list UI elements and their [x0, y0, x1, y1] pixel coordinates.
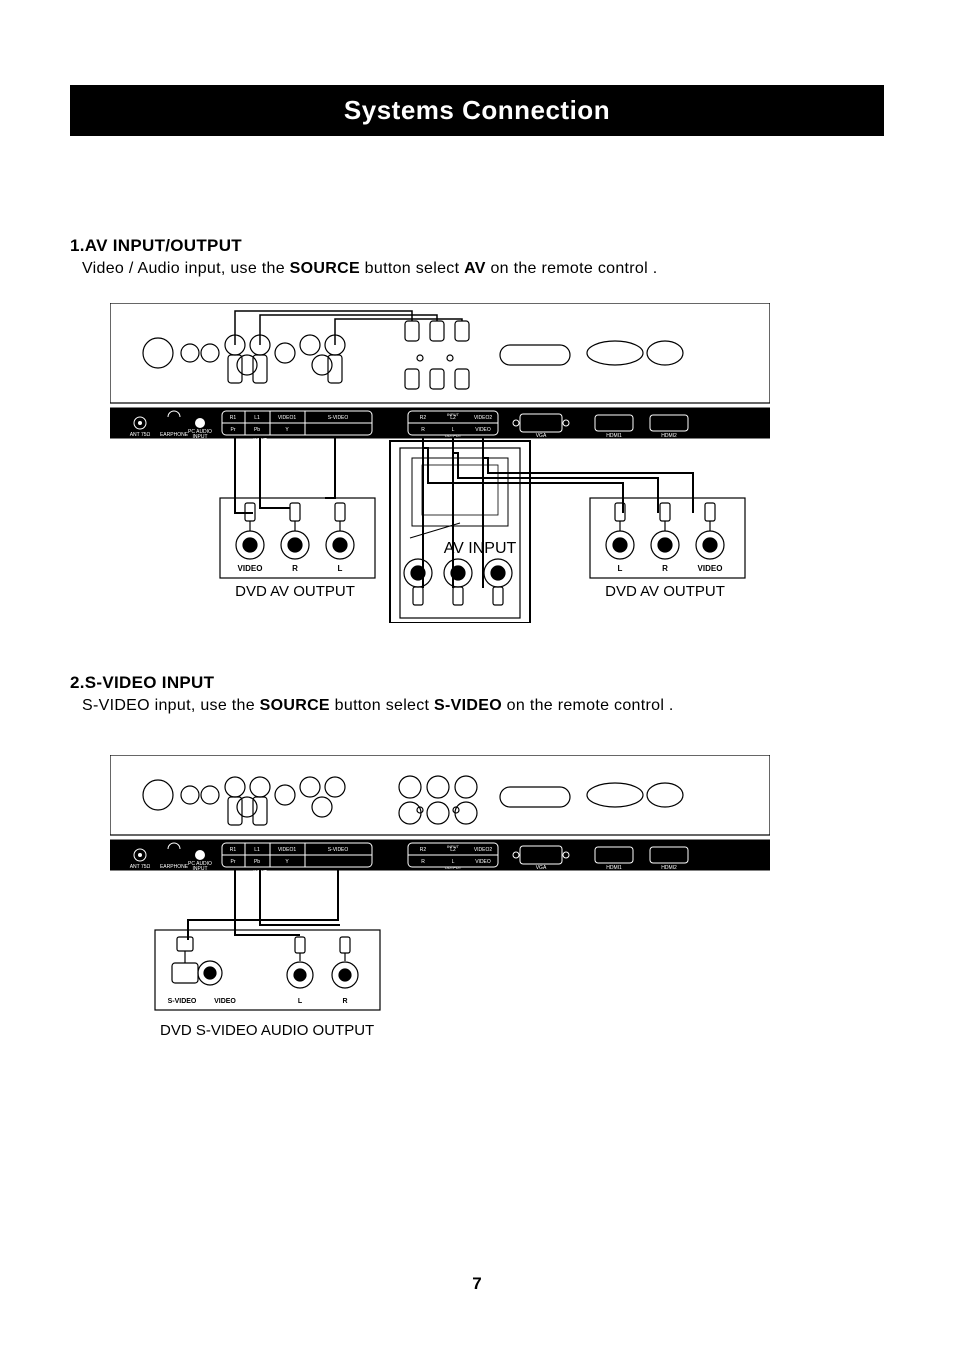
section-av-body-post: on the remote control .	[486, 260, 658, 277]
rear-connector-bar: ANT 75Ω EARPHONE PC AUDIO INPUT R1 L1 VI…	[110, 408, 770, 442]
sv-lbl-r1: R1	[230, 847, 237, 853]
svideo-dvd-box: S-VIDEO VIDEO L R DVD S-VIDEO AUDIO OUTP…	[155, 930, 380, 1039]
sv-lbl-vga: VGA	[536, 865, 547, 871]
sv-lbl-videoout: VIDEO	[475, 859, 491, 865]
section-av-heading: 1.AV INPUT/OUTPUT	[70, 236, 884, 256]
lbl-vga: VGA	[536, 433, 547, 439]
lbl-video1: VIDEO1	[278, 415, 297, 421]
section-av-b2: AV	[464, 260, 486, 277]
sv-lbl-pb: Pb	[254, 859, 260, 865]
lbl-earphone: EARPHONE	[160, 432, 189, 438]
sv-lbl-l1: L1	[254, 847, 260, 853]
left-lbl-r: R	[292, 564, 298, 573]
sv-lbl-video1: VIDEO1	[278, 847, 297, 853]
section-svideo-b2: S-VIDEO	[434, 697, 502, 714]
section-svideo: 2.S-VIDEO INPUT S-VIDEO input, use the S…	[70, 673, 884, 1055]
sv-lbl-video2: VIDEO2	[474, 847, 493, 853]
lbl-pr: Pr	[231, 427, 236, 433]
sv-box-r: R	[342, 998, 347, 1005]
lbl-hdmi1: HDMI1	[606, 433, 622, 439]
lbl-r1: R1	[230, 415, 237, 421]
sv-box-caption: DVD S-VIDEO AUDIO OUTPUT	[160, 1022, 374, 1039]
right-dvd-output-box: L R VIDEO DVD AV OUTPUT	[590, 498, 745, 600]
right-lbl-video: VIDEO	[698, 564, 723, 573]
lbl-r2: R2	[420, 415, 427, 421]
sv-lbl-ioinput: INPUT	[447, 844, 460, 849]
sv-lbl-iooutput: OUTPUT	[445, 865, 462, 870]
section-av-body-mid: button select	[360, 260, 464, 277]
sv-lbl-hdmi2: HDMI2	[661, 865, 677, 871]
right-caption: DVD AV OUTPUT	[605, 583, 725, 600]
sv-box-l: L	[298, 998, 303, 1005]
left-caption: DVD AV OUTPUT	[235, 583, 355, 600]
svideo-plug-overlay	[228, 797, 267, 825]
lbl-svideo: S-VIDEO	[328, 415, 349, 421]
sv-lbl-earphone: EARPHONE	[160, 864, 189, 870]
page-number: 7	[70, 1274, 884, 1294]
sv-lbl-svideo: S-VIDEO	[328, 847, 349, 853]
lbl-videoout: VIDEO	[475, 427, 491, 433]
page-title-bar: Systems Connection	[70, 85, 884, 136]
lbl-video2: VIDEO2	[474, 415, 493, 421]
left-lbl-l: L	[338, 564, 343, 573]
lbl-rout: R	[421, 427, 425, 433]
section-av-body: Video / Audio input, use the SOURCE butt…	[82, 260, 884, 278]
section-svideo-b1: SOURCE	[260, 697, 330, 714]
sv-box-video: VIDEO	[214, 998, 236, 1005]
section-svideo-body-post: on the remote control .	[502, 697, 674, 714]
diagram-av: ANT 75Ω EARPHONE PC AUDIO INPUT R1 L1 VI…	[110, 303, 884, 623]
section-av-body-pre: Video / Audio input, use the	[82, 260, 290, 277]
left-lbl-video: VIDEO	[238, 564, 263, 573]
section-av: 1.AV INPUT/OUTPUT Video / Audio input, u…	[70, 236, 884, 623]
sv-lbl-pc2: INPUT	[193, 866, 208, 872]
section-av-b1: SOURCE	[290, 260, 360, 277]
lbl-ioinput: INPUT	[447, 412, 460, 417]
center-caption: AV INPUT	[444, 540, 517, 557]
sv-box-svideo: S-VIDEO	[168, 998, 197, 1005]
diagram-svideo: ANT 75Ω EARPHONE PC AUDIO INPUT R1 L1 VI…	[110, 755, 884, 1055]
section-svideo-body: S-VIDEO input, use the SOURCE button sel…	[82, 697, 884, 715]
right-lbl-l: L	[618, 564, 623, 573]
sv-lbl-r2: R2	[420, 847, 427, 853]
section-svideo-body-pre: S-VIDEO input, use the	[82, 697, 260, 714]
lbl-l1: L1	[254, 415, 260, 421]
lbl-hdmi2: HDMI2	[661, 433, 677, 439]
lbl-pb: Pb	[254, 427, 260, 433]
svideo-top-panel	[110, 755, 770, 835]
page-title: Systems Connection	[344, 95, 610, 125]
sv-lbl-rout: R	[421, 859, 425, 865]
right-lbl-r: R	[662, 564, 668, 573]
lbl-ant: ANT 75Ω	[130, 432, 151, 438]
plug-overlay-icons	[228, 355, 342, 383]
sv-lbl-pr: Pr	[231, 859, 236, 865]
svideo-rear-bar: ANT 75Ω EARPHONE PC AUDIO INPUT R1 L1 VI…	[110, 840, 770, 874]
routing-lines-bottom	[235, 438, 693, 588]
lbl-pcaudio2: INPUT	[193, 434, 208, 440]
section-svideo-heading: 2.S-VIDEO INPUT	[70, 673, 884, 693]
sv-lbl-hdmi1: HDMI1	[606, 865, 622, 871]
section-svideo-body-mid: button select	[330, 697, 434, 714]
sv-lbl-ant: ANT 75Ω	[130, 864, 151, 870]
diagram-top-panel	[110, 303, 770, 403]
lbl-iooutput: OUTPUT	[445, 433, 462, 438]
